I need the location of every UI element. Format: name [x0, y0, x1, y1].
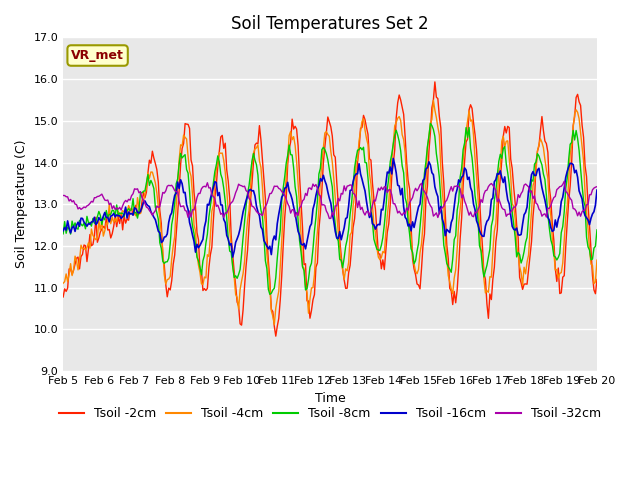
Tsoil -32cm — [236, 182, 244, 188]
Tsoil -4cm — [294, 180, 302, 186]
Tsoil -32cm — [566, 195, 574, 201]
Tsoil -8cm — [266, 291, 274, 297]
Tsoil -4cm — [593, 257, 601, 263]
Tsoil -4cm — [429, 97, 437, 103]
Tsoil -16cm — [125, 209, 132, 215]
Tsoil -32cm — [245, 195, 253, 201]
Y-axis label: Soil Temperature (C): Soil Temperature (C) — [15, 140, 28, 268]
Tsoil -16cm — [246, 187, 254, 192]
Tsoil -8cm — [593, 227, 601, 233]
Tsoil -32cm — [593, 184, 601, 190]
Tsoil -2cm — [245, 223, 253, 229]
Tsoil -2cm — [218, 132, 226, 138]
Tsoil -4cm — [218, 150, 226, 156]
Tsoil -2cm — [294, 143, 302, 148]
Tsoil -16cm — [294, 228, 302, 234]
Tsoil -8cm — [245, 183, 253, 189]
Line: Tsoil -8cm: Tsoil -8cm — [63, 123, 597, 294]
Tsoil -4cm — [566, 152, 574, 157]
Tsoil -4cm — [245, 207, 253, 213]
Tsoil -8cm — [236, 266, 244, 272]
Tsoil -2cm — [566, 183, 574, 189]
Tsoil -8cm — [427, 120, 435, 126]
X-axis label: Time: Time — [315, 392, 346, 405]
Tsoil -8cm — [218, 176, 226, 182]
Tsoil -2cm — [60, 294, 67, 300]
Tsoil -16cm — [229, 254, 237, 260]
Tsoil -4cm — [271, 322, 278, 327]
Tsoil -8cm — [60, 231, 67, 237]
Tsoil -2cm — [593, 276, 601, 282]
Tsoil -32cm — [218, 210, 226, 216]
Tsoil -8cm — [294, 217, 302, 223]
Tsoil -16cm — [593, 187, 601, 193]
Tsoil -32cm — [125, 196, 132, 202]
Tsoil -2cm — [236, 321, 244, 327]
Tsoil -16cm — [60, 228, 67, 234]
Tsoil -16cm — [218, 202, 226, 208]
Text: VR_met: VR_met — [71, 49, 124, 62]
Tsoil -32cm — [326, 216, 333, 221]
Tsoil -2cm — [431, 79, 438, 85]
Tsoil -32cm — [561, 179, 568, 184]
Tsoil -4cm — [60, 280, 67, 286]
Tsoil -32cm — [60, 192, 67, 198]
Tsoil -2cm — [272, 333, 280, 339]
Tsoil -16cm — [566, 160, 574, 166]
Line: Tsoil -2cm: Tsoil -2cm — [63, 82, 597, 336]
Tsoil -4cm — [236, 287, 244, 292]
Tsoil -2cm — [125, 217, 132, 223]
Legend: Tsoil -2cm, Tsoil -4cm, Tsoil -8cm, Tsoil -16cm, Tsoil -32cm: Tsoil -2cm, Tsoil -4cm, Tsoil -8cm, Tsoi… — [54, 402, 606, 425]
Tsoil -4cm — [125, 203, 132, 208]
Line: Tsoil -4cm: Tsoil -4cm — [63, 100, 597, 324]
Line: Tsoil -32cm: Tsoil -32cm — [63, 181, 597, 218]
Tsoil -16cm — [237, 217, 245, 223]
Title: Soil Temperatures Set 2: Soil Temperatures Set 2 — [231, 15, 429, 33]
Tsoil -8cm — [566, 142, 574, 147]
Tsoil -32cm — [292, 210, 300, 216]
Line: Tsoil -16cm: Tsoil -16cm — [63, 158, 597, 257]
Tsoil -16cm — [389, 156, 397, 161]
Tsoil -8cm — [125, 206, 132, 212]
